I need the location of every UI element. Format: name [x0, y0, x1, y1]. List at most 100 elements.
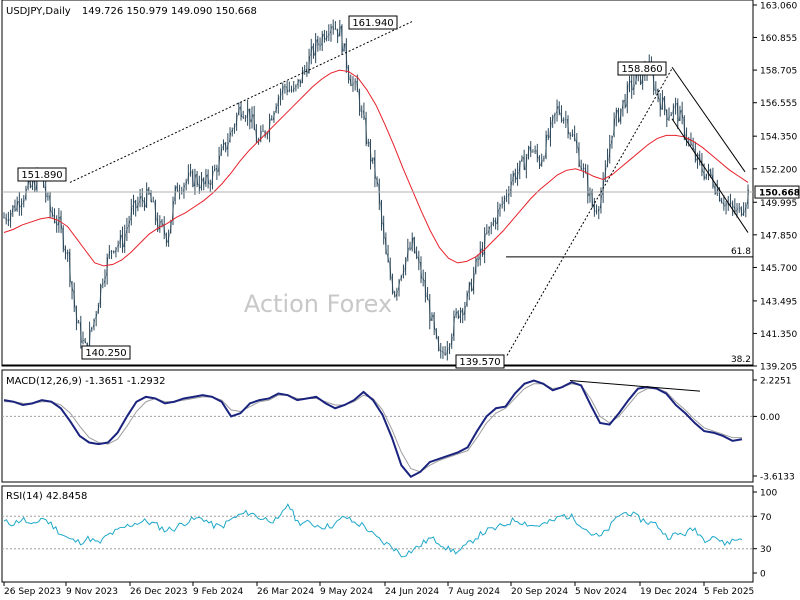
candle-body — [665, 109, 668, 121]
candle-body — [430, 315, 433, 321]
candle-body — [268, 118, 271, 134]
candle-body — [171, 201, 174, 221]
candle-body — [16, 201, 19, 211]
candle-body — [426, 295, 429, 301]
candle-body — [428, 299, 431, 321]
candle-body — [595, 210, 598, 213]
candle-body — [292, 87, 295, 91]
candle-body — [606, 158, 609, 168]
candle-body — [362, 110, 365, 119]
rsi-title: RSI(14) 42.8458 — [6, 491, 87, 502]
x-tick-label: 19 Dec 2024 — [640, 587, 698, 597]
x-tick-label: 26 Mar 2024 — [257, 587, 314, 597]
candle-body — [139, 196, 142, 203]
candle-body — [277, 97, 280, 107]
candle-body — [621, 100, 624, 109]
macd-tick-label: 0.00 — [760, 413, 780, 423]
candle-body — [367, 142, 370, 144]
candle-body — [470, 282, 473, 292]
candle-body — [556, 106, 559, 114]
candle-body — [463, 306, 466, 315]
candle-body — [488, 226, 491, 233]
candle-body — [419, 262, 422, 279]
candle-body — [444, 352, 447, 356]
candle-body — [632, 84, 635, 90]
candle-body — [457, 311, 460, 319]
candle-body — [196, 174, 199, 185]
candle-body — [308, 56, 311, 74]
candle-body — [626, 85, 629, 107]
candle-body — [351, 82, 354, 86]
candle-body — [468, 282, 471, 293]
candle-body — [114, 247, 117, 253]
trendline-dashed — [506, 68, 673, 356]
candle-body — [103, 276, 106, 283]
candle-body — [567, 119, 570, 134]
candle-body — [332, 25, 335, 30]
candle-body — [66, 252, 69, 254]
candle-body — [400, 275, 403, 280]
candle-body — [237, 107, 240, 115]
candle-body — [143, 200, 146, 208]
candle-body — [608, 143, 611, 158]
candle-body — [718, 188, 721, 202]
candle-body — [448, 345, 451, 349]
candle-body — [176, 186, 179, 192]
candle-body — [132, 201, 135, 208]
price-annotation-label: 161.940 — [352, 18, 393, 29]
candle-body — [316, 39, 319, 46]
y-tick-label: 143.495 — [760, 297, 797, 307]
candle-body — [569, 133, 572, 136]
candle-body — [527, 147, 530, 157]
candle-body — [525, 157, 528, 170]
candle-body — [281, 86, 284, 94]
candle-body — [558, 106, 561, 114]
fib-label: 61.8 — [731, 247, 751, 257]
candle-body — [551, 116, 554, 122]
candle-body — [209, 182, 212, 186]
candle-body — [599, 195, 602, 209]
candle-body — [490, 225, 493, 227]
candle-body — [395, 290, 398, 297]
channel-lower-line — [671, 118, 749, 233]
candle-body — [110, 250, 113, 252]
candle-body — [345, 43, 348, 68]
macd-signal-line — [4, 383, 742, 473]
candle-body — [703, 171, 706, 179]
price-annotation-label: 158.860 — [621, 64, 662, 75]
candle-body — [20, 202, 23, 208]
candle-body — [560, 113, 563, 122]
candle-body — [24, 188, 27, 199]
candle-body — [507, 193, 510, 197]
candle-body — [229, 132, 232, 143]
candle-body — [729, 202, 732, 205]
candle-body — [424, 279, 427, 297]
candle-body — [27, 181, 30, 189]
candle-body — [437, 337, 440, 351]
candle-body — [187, 173, 190, 181]
candle-body — [248, 108, 251, 123]
macd-chart — [2, 379, 753, 478]
candle-body — [725, 203, 728, 207]
candle-body — [417, 257, 420, 263]
candle-body — [659, 98, 662, 110]
candle-body — [33, 180, 36, 190]
fib-label: 38.2 — [731, 355, 751, 365]
candle-body — [246, 109, 249, 118]
candle-body — [284, 85, 286, 88]
candle-body — [398, 280, 401, 291]
candle-body — [402, 270, 405, 276]
candle-body — [523, 156, 526, 171]
candle-body — [716, 189, 719, 194]
candle-body — [411, 237, 414, 250]
candle-body — [62, 228, 65, 250]
candle-body — [365, 117, 368, 144]
candle-body — [3, 216, 5, 219]
candle-body — [218, 155, 221, 172]
candle-body — [47, 195, 49, 198]
candle-body — [628, 81, 631, 85]
candle-body — [108, 251, 111, 257]
current-price-tag — [754, 185, 800, 199]
x-tick-label: 5 Nov 2024 — [575, 587, 627, 597]
candle-body — [610, 135, 613, 144]
